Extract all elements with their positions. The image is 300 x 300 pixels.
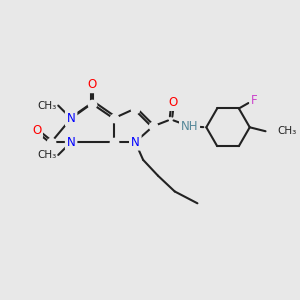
Text: CH₃: CH₃ xyxy=(37,100,56,111)
Text: O: O xyxy=(32,124,41,137)
Text: NH: NH xyxy=(181,120,198,133)
Text: O: O xyxy=(87,78,96,92)
Text: O: O xyxy=(168,96,177,109)
Text: O: O xyxy=(168,96,177,109)
Text: N: N xyxy=(67,136,75,148)
Text: N: N xyxy=(67,136,75,148)
Text: O: O xyxy=(32,124,41,137)
Text: N: N xyxy=(67,112,75,125)
Text: O: O xyxy=(87,78,96,92)
Text: CH₃: CH₃ xyxy=(278,126,297,136)
Text: F: F xyxy=(251,94,258,107)
Text: F: F xyxy=(251,94,258,107)
Text: NH: NH xyxy=(181,120,198,133)
Text: N: N xyxy=(131,136,140,148)
Text: N: N xyxy=(131,136,140,148)
Text: N: N xyxy=(67,112,75,125)
Text: CH₃: CH₃ xyxy=(37,150,56,160)
